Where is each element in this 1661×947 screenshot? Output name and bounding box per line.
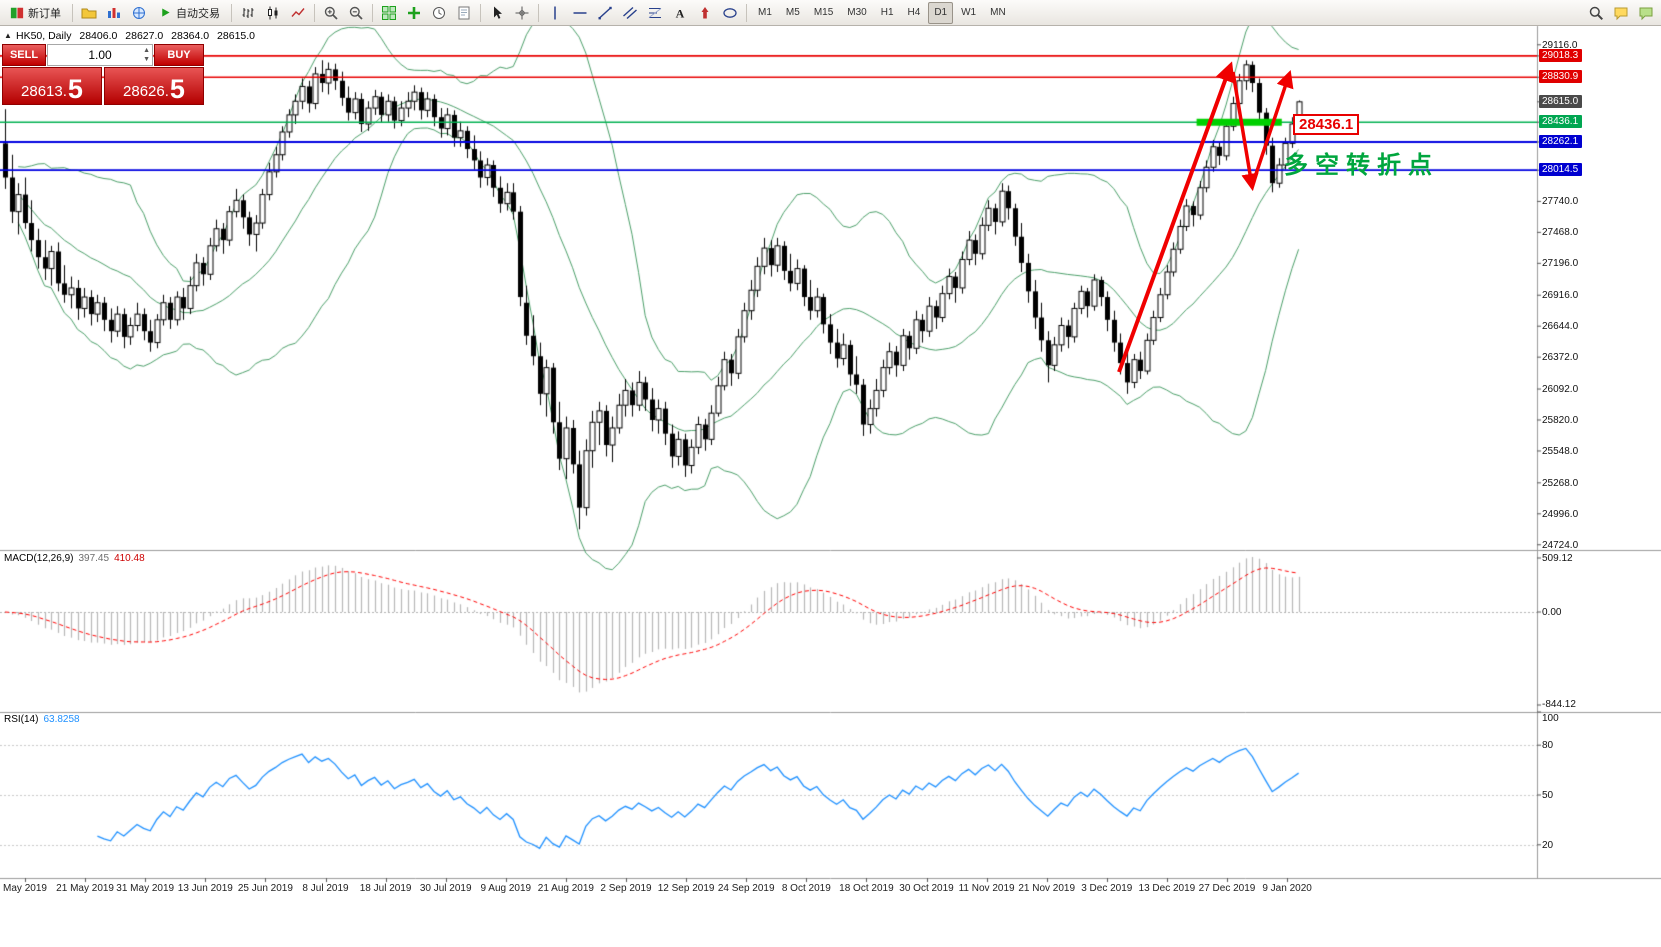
- zoom-in-icon: [324, 6, 338, 20]
- search-icon: [1589, 6, 1604, 20]
- toolbar-separator: [72, 3, 73, 22]
- tile-windows-button[interactable]: [377, 2, 401, 24]
- autotrading-button[interactable]: 自动交易: [152, 2, 227, 24]
- cursor-icon: [494, 6, 502, 19]
- template-page-icon: [458, 6, 470, 19]
- channel-icon: [623, 6, 637, 19]
- timeframe-m5-button[interactable]: M5: [785, 6, 800, 18]
- chat-bubble-2-icon: [1639, 7, 1653, 20]
- bar-chart-button[interactable]: [236, 2, 260, 24]
- tile-windows-icon: [382, 5, 396, 20]
- open-value: 28406.0: [79, 30, 118, 42]
- indicators-button[interactable]: [402, 2, 426, 24]
- search-button[interactable]: [1584, 2, 1608, 24]
- crosshair-button[interactable]: [510, 2, 534, 24]
- horizontal-line-icon: [573, 11, 587, 14]
- ask-main-digits: 28626.: [123, 83, 169, 100]
- toolbar-separator: [231, 3, 232, 22]
- timeframe-d1-button[interactable]: D1: [928, 1, 954, 24]
- charts-folder-icon: [81, 8, 97, 18]
- symbol-period-label: HK50, Daily: [16, 30, 72, 42]
- clock-icon: [433, 6, 445, 19]
- text-tool-icon: A: [676, 6, 685, 20]
- bid-price-display[interactable]: 28613. 5: [2, 67, 102, 105]
- toolbar-separator: [538, 3, 539, 22]
- one-click-trading-panel: SELL 1.00 ▲ ▼ BUY 28613. 5 28626. 5: [2, 44, 204, 105]
- arrow-tool-icon: [701, 6, 709, 18]
- low-value: 28364.0: [171, 30, 210, 42]
- sell-button[interactable]: SELL: [2, 44, 46, 66]
- timeframe-mn-button[interactable]: MN: [990, 6, 1006, 18]
- zoom-in-button[interactable]: [319, 2, 343, 24]
- candlestick-chart-button[interactable]: [261, 2, 285, 24]
- svg-text:A: A: [676, 6, 685, 20]
- new-order-label: 新订单: [28, 7, 61, 20]
- charts-button[interactable]: [77, 2, 101, 24]
- zoom-out-icon: [349, 6, 363, 20]
- buy-button[interactable]: BUY: [154, 44, 204, 66]
- line-chart-button[interactable]: [286, 2, 310, 24]
- bars-icon: [242, 7, 254, 18]
- ask-big-digit: 5: [169, 74, 185, 104]
- vertical-line-icon: [554, 6, 556, 19]
- arrows-tool-button[interactable]: [693, 2, 717, 24]
- chart-title: HK50, Daily 28406.0 28627.0 28364.0 2861…: [16, 30, 260, 42]
- templates-button[interactable]: [452, 2, 476, 24]
- high-value: 28627.0: [125, 30, 164, 42]
- timeframe-h4-button[interactable]: H4: [907, 6, 921, 18]
- timeframe-m30-button[interactable]: M30: [847, 6, 867, 18]
- periods-button[interactable]: [427, 2, 451, 24]
- messages-button[interactable]: [1634, 2, 1658, 24]
- chat-bubble-icon: [1614, 7, 1628, 20]
- navigator-button[interactable]: [127, 2, 151, 24]
- shapes-tool-button[interactable]: [718, 2, 742, 24]
- bid-big-digit: 5: [67, 74, 83, 104]
- bid-main-digits: 28613.: [21, 83, 67, 100]
- ask-price-display[interactable]: 28626. 5: [104, 67, 204, 105]
- trendline-icon: [598, 6, 612, 19]
- fibonacci-icon: [648, 7, 662, 18]
- candlestick-icon: [268, 6, 278, 19]
- volume-value: 1.00: [88, 48, 112, 62]
- volume-input[interactable]: 1.00 ▲ ▼: [47, 44, 153, 66]
- autotrading-label: 自动交易: [176, 7, 220, 20]
- one-click-collapse-toggle[interactable]: ▲: [4, 31, 12, 40]
- autotrading-play-icon: [162, 8, 170, 17]
- close-value: 28615.0: [217, 30, 256, 42]
- timeframe-group: M1 M5 M15 M30 H1 H4 D1 W1 MN: [751, 1, 1013, 24]
- cursor-button[interactable]: [485, 2, 509, 24]
- crosshair-icon: [515, 6, 529, 19]
- toolbar-separator: [372, 3, 373, 22]
- market-watch-button[interactable]: [102, 2, 126, 24]
- market-watch-icon: [108, 7, 120, 18]
- timeframe-m1-button[interactable]: M1: [758, 6, 772, 18]
- timeframe-w1-button[interactable]: W1: [961, 6, 977, 18]
- toolbar-separator: [746, 3, 747, 22]
- timeframe-m15-button[interactable]: M15: [813, 6, 834, 18]
- trendline-button[interactable]: [593, 2, 617, 24]
- toolbar-separator: [480, 3, 481, 22]
- volume-decrease-button[interactable]: ▼: [143, 56, 150, 63]
- price-level-label[interactable]: 28436.1: [1293, 114, 1360, 135]
- fibonacci-button[interactable]: [643, 2, 667, 24]
- turning-point-text[interactable]: 多空转折点: [1284, 152, 1439, 179]
- vertical-line-button[interactable]: [543, 2, 567, 24]
- timeframe-h1-button[interactable]: H1: [880, 6, 894, 18]
- new-order-button[interactable]: 新订单: [3, 2, 68, 24]
- toolbar: 新订单 自动交易 A M1 M5 M15 M30 H1 H: [0, 0, 1661, 26]
- new-order-icon: [10, 7, 24, 18]
- zoom-out-button[interactable]: [344, 2, 368, 24]
- indicators-plus-icon: [408, 6, 420, 19]
- navigator-globe-icon: [133, 6, 145, 19]
- toolbar-separator: [314, 3, 315, 22]
- volume-increase-button[interactable]: ▲: [143, 47, 150, 54]
- text-tool-button[interactable]: A: [668, 2, 692, 24]
- community-chat-button[interactable]: [1609, 2, 1633, 24]
- channel-button[interactable]: [618, 2, 642, 24]
- horizontal-line-button[interactable]: [568, 2, 592, 24]
- ellipse-tool-icon: [723, 7, 737, 18]
- line-chart-icon: [291, 7, 305, 17]
